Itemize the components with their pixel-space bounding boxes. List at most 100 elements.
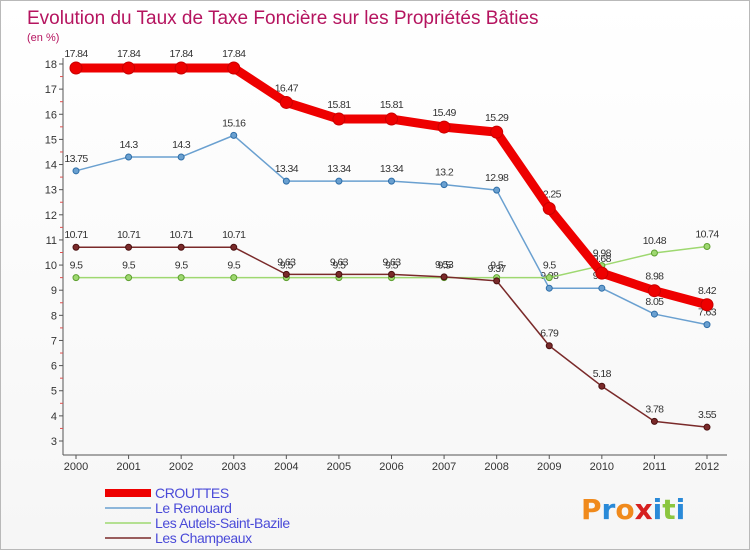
data-point (72, 274, 80, 282)
y-tick-label: 4 (51, 411, 57, 423)
data-label: 9.5 (227, 260, 241, 272)
x-tick-label: 2008 (484, 461, 508, 473)
data-point (125, 153, 133, 161)
series-le-renouard (72, 131, 711, 329)
logo-text: Proxiti (581, 493, 685, 526)
legend-entry: CROUTTES (105, 485, 229, 501)
data-label: 6.79 (540, 328, 559, 340)
data-point (545, 284, 553, 292)
legend-entry: Les Autels-Saint-Bazile (105, 515, 291, 531)
data-label: 8.05 (645, 296, 664, 308)
x-tick-label: 2006 (379, 461, 403, 473)
data-point (647, 284, 661, 298)
proxiti-logo: Proxiti (581, 493, 685, 526)
data-point (125, 274, 133, 282)
y-tick-label: 5 (51, 386, 57, 398)
data-point (282, 270, 290, 278)
data-point (227, 61, 241, 75)
x-tick-label: 2009 (537, 461, 561, 473)
data-label: 14.3 (172, 139, 191, 151)
chart-title: Evolution du Taux de Taxe Foncière sur l… (27, 8, 539, 29)
data-label: 9.5 (175, 260, 189, 272)
legend-entry: Les Champeaux (105, 530, 253, 546)
data-label: 9.5 (280, 260, 294, 272)
data-label: 9.5 (70, 260, 84, 272)
y-tick-label: 17 (45, 84, 57, 96)
x-tick-label: 2001 (116, 461, 140, 473)
data-point (440, 181, 448, 189)
data-labels: 13.75 14.3 14.3 15.16 13.34 13.34 13.34 13.2 12.… (64, 48, 720, 421)
data-label: 9.37 (488, 263, 507, 275)
y-tick-label: 6 (51, 361, 57, 373)
data-label: 17.84 (64, 48, 88, 60)
data-label: 12.98 (485, 172, 509, 184)
series-layer: 13.75 14.3 14.3 15.16 13.34 13.34 13.34 13.2 12.… (64, 48, 720, 431)
legend-label: CROUTTES (155, 485, 229, 501)
y-tick-label: 9 (51, 285, 57, 297)
y-tick-label: 3 (51, 436, 57, 448)
data-label: 3.78 (645, 403, 664, 415)
data-point (282, 177, 290, 185)
data-label: 10.48 (643, 235, 667, 247)
data-label: 15.49 (432, 107, 456, 119)
data-point (174, 61, 188, 75)
data-label: 8.98 (645, 271, 664, 283)
data-point (440, 273, 448, 281)
series-crouttes (69, 61, 714, 312)
series-les-champeaux (72, 243, 711, 431)
data-point (703, 423, 711, 431)
data-label: 15.16 (222, 117, 246, 129)
logo-letter: P (581, 493, 602, 526)
x-tick-label: 2005 (327, 461, 351, 473)
data-label: 9.5 (438, 260, 452, 272)
data-point (493, 277, 501, 285)
data-point (335, 270, 343, 278)
data-point (650, 249, 658, 257)
logo-letter: r (602, 493, 616, 526)
legend-label: Les Champeaux (155, 530, 252, 546)
data-label: 10.71 (117, 229, 141, 241)
data-point (177, 274, 185, 282)
data-label: 9.5 (333, 260, 347, 272)
data-label: 13.34 (275, 163, 299, 175)
data-label: 17.84 (117, 48, 141, 60)
data-point (279, 95, 293, 109)
data-label: 10.74 (695, 228, 719, 240)
data-point (650, 310, 658, 318)
axes: 3 4 5 6 7 8 9 10 11 12 13 14 15 16 17 18 2000 2001 2002 200… (45, 58, 727, 473)
y-tick-label: 11 (46, 235, 57, 247)
data-point (542, 202, 556, 216)
data-point (177, 243, 185, 251)
logo-letter: i (653, 493, 663, 526)
data-label: 15.81 (380, 99, 404, 111)
data-point (388, 177, 395, 185)
data-label: 9.5 (385, 260, 399, 272)
x-tick-label: 2007 (432, 461, 456, 473)
data-point (598, 284, 606, 292)
data-label: 9.5 (490, 260, 504, 272)
data-label: 9.63 (330, 256, 349, 268)
logo-letter: t (662, 493, 675, 526)
data-label: 3.55 (698, 409, 717, 421)
data-label: 10.71 (222, 229, 246, 241)
data-point (598, 382, 606, 390)
data-label: 13.34 (380, 163, 404, 175)
data-point (595, 266, 609, 280)
data-label: 17.84 (222, 48, 246, 60)
data-label: 9.5 (543, 260, 557, 272)
data-label: 13.34 (327, 163, 351, 175)
data-label: 17.84 (170, 48, 194, 60)
y-tick-label: 10 (45, 260, 57, 272)
data-point (230, 131, 238, 139)
data-point (230, 274, 238, 282)
logo-letter: x (635, 493, 653, 526)
data-point (545, 274, 553, 282)
data-point (700, 298, 714, 312)
y-tick-label: 18 (45, 59, 57, 71)
data-point (230, 243, 238, 251)
data-label: 16.47 (275, 82, 299, 94)
y-tick-label: 15 (45, 134, 57, 146)
data-point (122, 61, 136, 75)
